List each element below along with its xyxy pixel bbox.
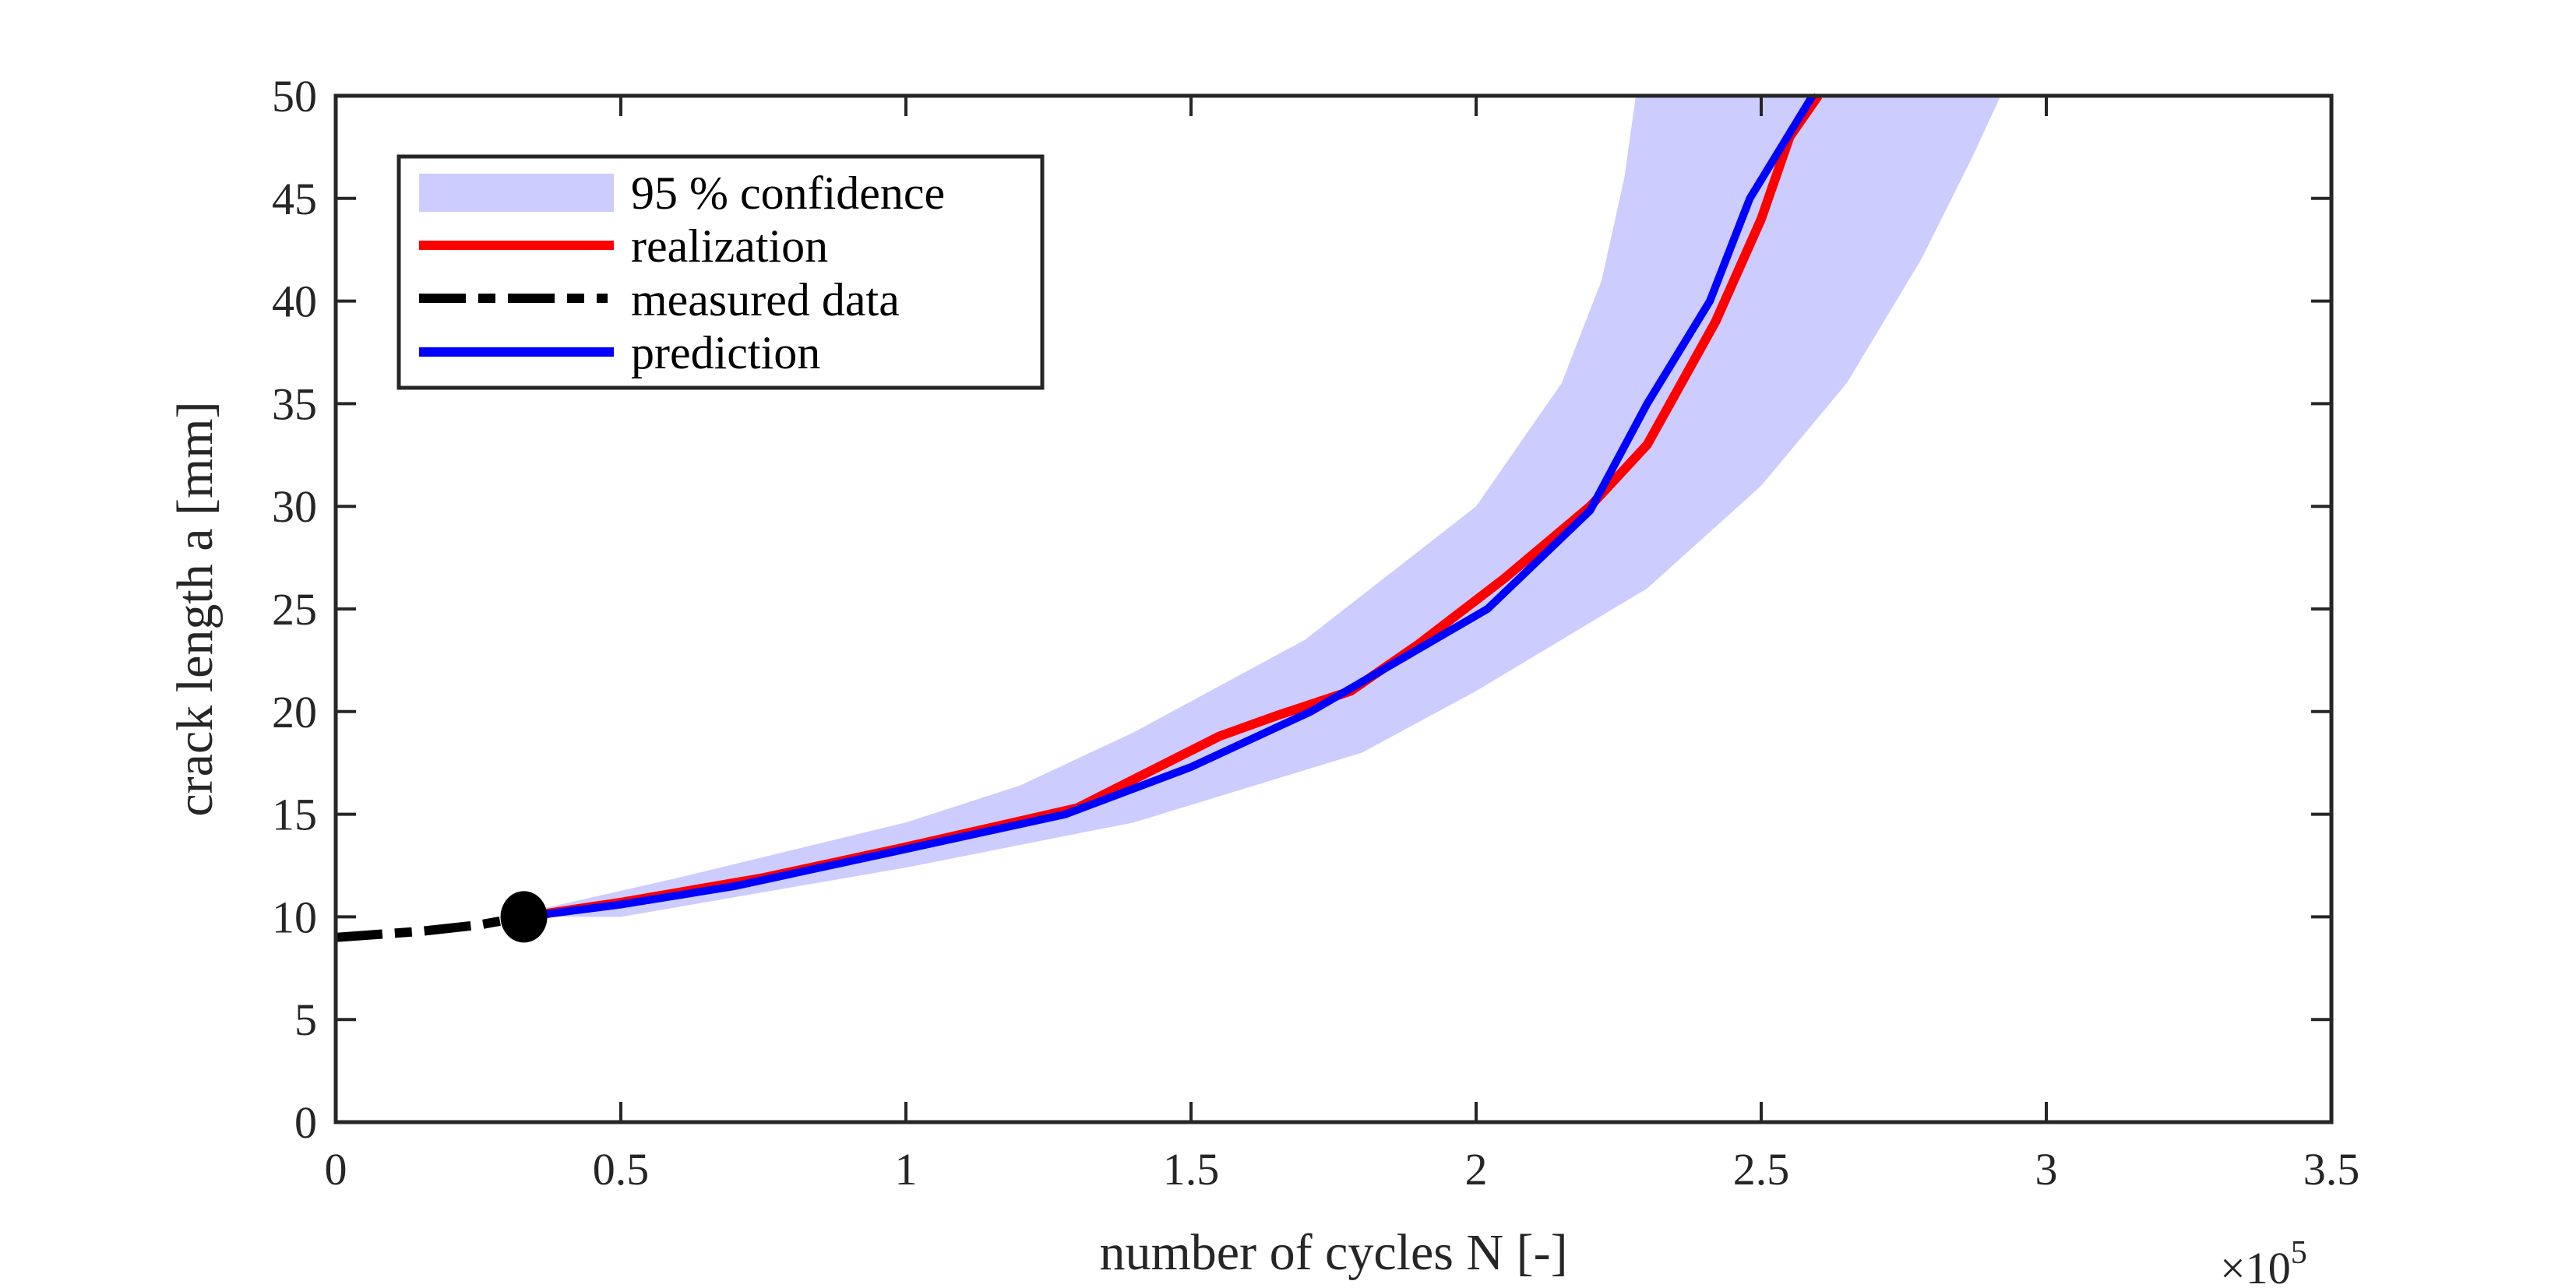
y-tick-label: 40 <box>272 276 317 327</box>
confidence-band <box>523 96 2001 917</box>
y-tick-label: 30 <box>272 481 317 532</box>
x-tick-label: 1.5 <box>1163 1144 1220 1195</box>
y-tick-label: 0 <box>294 1097 317 1148</box>
legend-label-realization: realization <box>631 220 828 272</box>
x-tick-label: 3.5 <box>2303 1144 2360 1195</box>
x-multiplier: ×105 <box>2220 1235 2307 1288</box>
x-tick-label: 0 <box>325 1144 347 1195</box>
axes-layer <box>333 93 2334 1124</box>
series-prediction <box>523 93 1817 921</box>
tick-labels: 0 0.5 1 1.5 2 2.5 3 3.5 0 5 10 15 20 25 30 35 40 45 50 <box>272 71 2359 1195</box>
x-tick-label: 0.5 <box>593 1144 650 1195</box>
y-tick-label: 50 <box>272 71 317 121</box>
x-tick-label: 1 <box>895 1144 918 1195</box>
x-tick-label: 2.5 <box>1733 1144 1790 1195</box>
legend-swatch-confidence <box>419 174 614 212</box>
y-tick-label: 15 <box>272 790 317 840</box>
y-tick-label: 35 <box>272 378 317 429</box>
series-layer <box>335 93 1823 943</box>
y-tick-label: 10 <box>272 892 317 942</box>
y-tick-label: 25 <box>272 584 317 635</box>
legend: 95 % confidence realization measured dat… <box>396 154 1045 390</box>
y-tick-label: 45 <box>272 174 317 224</box>
series-measured-data <box>335 912 525 942</box>
x-axis-label: number of cycles N [-] <box>1099 1224 1567 1281</box>
legend-label-measured: measured data <box>631 274 900 326</box>
x-tick-label: 2 <box>1465 1144 1488 1195</box>
confidence-band-layer <box>523 96 2001 917</box>
legend-label-prediction: prediction <box>631 327 820 378</box>
x-tick-label: 3 <box>2035 1144 2058 1195</box>
current-state-marker <box>500 891 548 943</box>
legend-label-confidence: 95 % confidence <box>631 167 945 219</box>
y-axis-label: crack length a [mm] <box>167 401 224 816</box>
y-tick-label: 20 <box>272 687 317 737</box>
y-tick-label: 5 <box>294 994 317 1045</box>
